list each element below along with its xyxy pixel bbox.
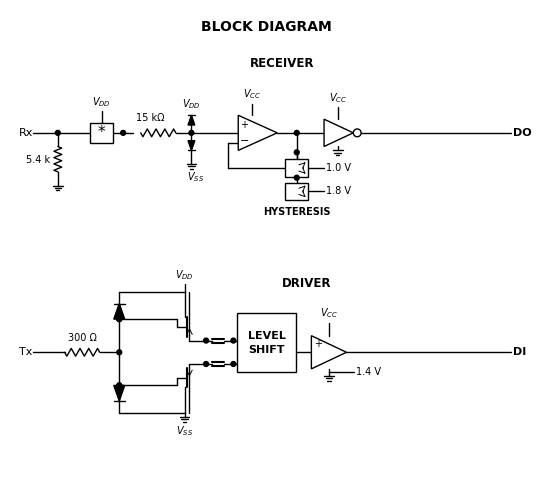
Text: HYSTERESIS: HYSTERESIS	[263, 207, 330, 217]
Text: $V_{CC}$: $V_{CC}$	[329, 91, 347, 104]
Text: 1.0 V: 1.0 V	[326, 163, 351, 173]
Text: DI: DI	[513, 347, 527, 357]
Circle shape	[231, 362, 236, 367]
Circle shape	[189, 130, 194, 135]
Polygon shape	[324, 119, 353, 147]
Text: Tx: Tx	[19, 347, 32, 357]
Circle shape	[294, 150, 299, 155]
Text: $V_{SS}$: $V_{SS}$	[187, 170, 204, 184]
Circle shape	[294, 130, 299, 135]
Text: 1.8 V: 1.8 V	[326, 186, 351, 196]
Text: $V_{CC}$: $V_{CC}$	[243, 87, 261, 100]
Text: Rx: Rx	[19, 128, 33, 138]
Text: $V_{DD}$: $V_{DD}$	[93, 96, 111, 109]
Polygon shape	[312, 336, 346, 369]
Circle shape	[117, 317, 122, 321]
Polygon shape	[188, 141, 195, 150]
Text: DRIVER: DRIVER	[282, 277, 331, 290]
Text: BLOCK DIAGRAM: BLOCK DIAGRAM	[201, 20, 332, 34]
Circle shape	[117, 383, 122, 388]
Circle shape	[353, 129, 361, 137]
Circle shape	[117, 383, 122, 388]
Polygon shape	[114, 386, 125, 401]
Bar	[237, 313, 296, 372]
Text: LEVEL
SHIFT: LEVEL SHIFT	[247, 331, 286, 355]
Text: 300 Ω: 300 Ω	[68, 333, 97, 343]
Text: $V_{SS}$: $V_{SS}$	[176, 424, 193, 438]
Text: 1.4 V: 1.4 V	[356, 367, 381, 377]
Text: 5.4 k: 5.4 k	[26, 155, 50, 165]
Text: *: *	[98, 125, 105, 140]
Circle shape	[55, 130, 60, 135]
Polygon shape	[188, 115, 195, 125]
Circle shape	[203, 338, 209, 343]
Text: $V_{CC}$: $V_{CC}$	[320, 306, 338, 320]
Text: 15 kΩ: 15 kΩ	[136, 113, 165, 123]
Polygon shape	[238, 115, 277, 150]
Circle shape	[231, 338, 236, 343]
Text: −: −	[239, 136, 249, 146]
Circle shape	[203, 362, 209, 367]
Text: +: +	[240, 120, 248, 130]
Text: $V_{DD}$: $V_{DD}$	[175, 268, 194, 282]
Text: $V_{DD}$: $V_{DD}$	[182, 98, 201, 111]
Text: RECEIVER: RECEIVER	[250, 57, 314, 70]
Bar	[285, 183, 308, 200]
Polygon shape	[114, 303, 125, 319]
Circle shape	[121, 130, 125, 135]
Bar	[90, 123, 114, 143]
Text: DO: DO	[513, 128, 532, 138]
Bar	[285, 159, 308, 177]
Circle shape	[294, 175, 299, 180]
Circle shape	[117, 350, 122, 355]
Text: +: +	[314, 340, 322, 349]
Circle shape	[117, 317, 122, 321]
